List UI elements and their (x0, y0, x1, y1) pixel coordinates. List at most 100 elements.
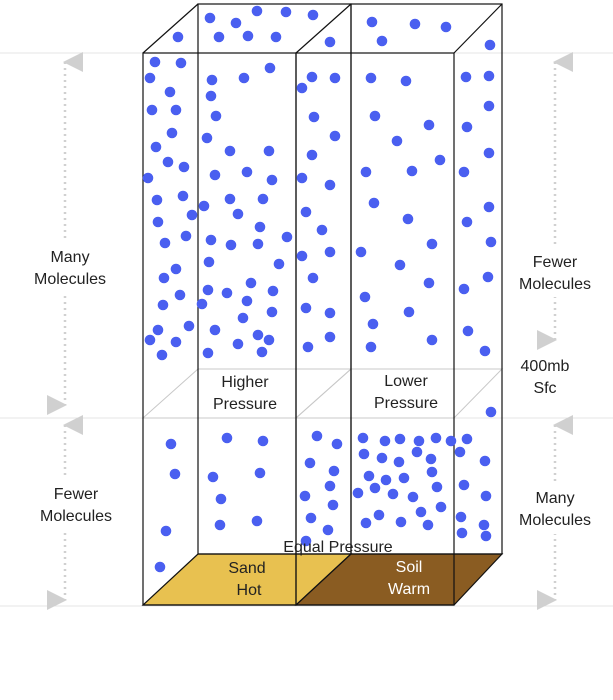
molecule-dot (252, 238, 264, 250)
molecule-dot (230, 17, 242, 29)
label-lower-pressure-line2: Pressure (374, 395, 438, 412)
molecule-dot (252, 329, 264, 341)
label-higher-pressure-line2: Pressure (213, 396, 277, 413)
molecule-dot (221, 432, 233, 444)
molecule-dot (160, 525, 172, 537)
molecule-dot (257, 435, 269, 447)
molecule-dot (203, 256, 215, 268)
molecule-dot (403, 306, 415, 318)
molecule-dot (485, 406, 497, 418)
molecule-dot (257, 193, 269, 205)
molecule-dot (324, 331, 336, 343)
molecule-dot (423, 277, 435, 289)
soil-column (295, 3, 503, 606)
molecule-dot (305, 512, 317, 524)
molecule-dots (142, 5, 497, 573)
molecule-dot (270, 31, 282, 43)
molecule-dot (324, 307, 336, 319)
molecule-dot (296, 172, 308, 184)
molecule-dot (302, 341, 314, 353)
molecule-dot (480, 490, 492, 502)
molecule-dot (407, 491, 419, 503)
molecule-dot (411, 446, 423, 458)
molecule-dot (365, 341, 377, 353)
molecule-dot (426, 238, 438, 250)
molecule-dot (209, 169, 221, 181)
molecule-dot (157, 299, 169, 311)
molecule-dot (357, 432, 369, 444)
molecule-dot (306, 71, 318, 83)
molecule-dot (224, 193, 236, 205)
molecule-dot (307, 9, 319, 21)
molecule-dot (158, 272, 170, 284)
molecule-dot (150, 141, 162, 153)
molecule-dot (480, 530, 492, 542)
molecule-dot (400, 75, 412, 87)
molecule-dot (406, 165, 418, 177)
molecule-dot (142, 172, 154, 184)
molecule-dot (394, 259, 406, 271)
label-left-bottom-line2: Molecules (40, 508, 112, 525)
molecule-dot (245, 277, 257, 289)
molecule-dot (296, 250, 308, 262)
molecule-dot (483, 70, 495, 82)
molecule-dot (376, 452, 388, 464)
molecule-dot (224, 145, 236, 157)
molecule-dot (458, 166, 470, 178)
molecule-dot (183, 320, 195, 332)
molecule-dot (156, 349, 168, 361)
molecule-dot (328, 465, 340, 477)
molecule-dot (221, 287, 233, 299)
molecule-dot (263, 145, 275, 157)
molecule-dot (316, 224, 328, 236)
label-warm: Warm (388, 581, 430, 598)
molecule-dot (165, 438, 177, 450)
molecule-dot (462, 325, 474, 337)
molecule-dot (393, 456, 405, 468)
molecule-dot (311, 430, 323, 442)
label-left-top-line2: Molecules (34, 271, 106, 288)
molecule-dot (308, 111, 320, 123)
molecule-dot (368, 197, 380, 209)
molecule-dot (180, 230, 192, 242)
molecule-dot (369, 482, 381, 494)
molecule-dot (232, 338, 244, 350)
molecule-dot (186, 209, 198, 221)
molecule-dot (327, 499, 339, 511)
molecule-dot (241, 295, 253, 307)
molecule-dot (435, 501, 447, 513)
molecule-dot (431, 481, 443, 493)
molecule-dot (409, 18, 421, 30)
molecule-dot (455, 511, 467, 523)
molecule-dot (482, 271, 494, 283)
label-equal-pressure: Equal Pressure (283, 539, 392, 556)
molecule-dot (144, 72, 156, 84)
molecule-dot (170, 263, 182, 275)
label-right-top-line1: Fewer (533, 254, 578, 271)
label-right-bottom-line2: Molecules (519, 512, 591, 529)
molecule-dot (254, 467, 266, 479)
molecule-dot (329, 130, 341, 142)
molecule-dot (207, 471, 219, 483)
molecule-dot (398, 472, 410, 484)
molecule-dot (324, 480, 336, 492)
molecule-dot (387, 488, 399, 500)
molecule-dot (380, 474, 392, 486)
molecule-dot (307, 272, 319, 284)
label-right-bottom-line1: Many (535, 490, 574, 507)
molecule-dot (365, 72, 377, 84)
molecule-dot (454, 446, 466, 458)
label-sfc: Sfc (533, 380, 556, 397)
molecule-dot (355, 246, 367, 258)
molecule-dot (415, 506, 427, 518)
molecule-dot (300, 302, 312, 314)
molecule-dot (322, 524, 334, 536)
molecule-dot (164, 86, 176, 98)
molecule-dot (281, 231, 293, 243)
molecule-dot (144, 334, 156, 346)
molecule-dot (169, 468, 181, 480)
molecule-dot (159, 237, 171, 249)
molecule-dot (456, 527, 468, 539)
label-400mb: 400mb (521, 358, 570, 375)
